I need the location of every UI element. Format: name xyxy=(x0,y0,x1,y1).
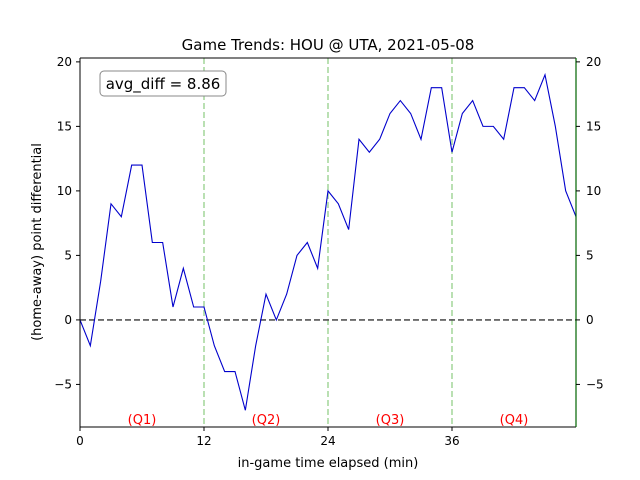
annotation-box: avg_diff = 8.86 xyxy=(99,70,227,97)
quarter-label: (Q2) xyxy=(252,413,281,428)
y-axis-label: (home-away) point differential xyxy=(30,143,45,341)
x-tick-label: 0 xyxy=(76,434,84,448)
y-tick-label-left: 15 xyxy=(57,119,72,133)
y-tick-label-left: 0 xyxy=(64,313,72,327)
y-tick-label-left: 10 xyxy=(57,184,72,198)
y-tick-label-right: 5 xyxy=(586,248,594,262)
x-tick-label: 24 xyxy=(320,434,335,448)
y-tick-label-right: 0 xyxy=(586,313,594,327)
x-tick-label: 12 xyxy=(196,434,211,448)
x-axis-label: in-game time elapsed (min) xyxy=(238,456,419,471)
quarter-label: (Q3) xyxy=(376,413,405,428)
y-tick-label-left: 5 xyxy=(64,248,72,262)
x-tick-label: 36 xyxy=(444,434,459,448)
quarter-label: (Q1) xyxy=(128,413,157,428)
y-tick-label-right: 15 xyxy=(586,119,601,133)
annotation-text: avg_diff = 8.86 xyxy=(106,75,221,94)
y-tick-label-right: 20 xyxy=(586,55,601,69)
y-tick-label-left: −5 xyxy=(54,377,72,391)
y-tick-label-left: 20 xyxy=(57,55,72,69)
series-line xyxy=(79,72,577,411)
y-tick-label-right: −5 xyxy=(586,377,604,391)
chart-title: Game Trends: HOU @ UTA, 2021-05-08 xyxy=(182,36,475,54)
y-tick-label-right: 10 xyxy=(586,184,601,198)
quarter-label: (Q4) xyxy=(500,413,529,428)
